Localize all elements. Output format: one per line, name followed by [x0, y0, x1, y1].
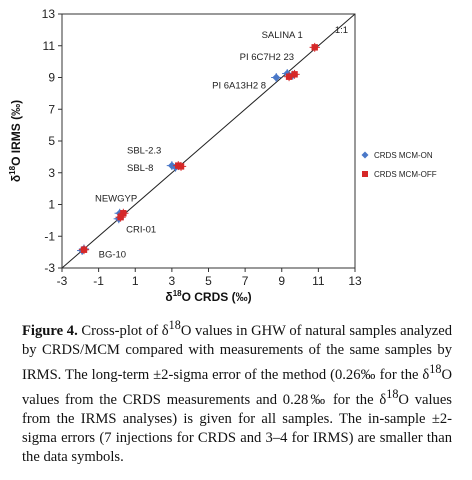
y-tick-label: -3	[44, 261, 55, 275]
x-tick-label: 5	[205, 274, 212, 288]
data-point-mcm-off	[117, 214, 124, 221]
legend: CRDS MCM-ON CRDS MCM-OFF	[361, 151, 437, 179]
y-tick-label: -1	[44, 229, 55, 243]
data-point-mcm-off	[120, 210, 127, 217]
data-point-mcm-off	[80, 246, 88, 253]
y-axis-title: δ18O IRMS (‰)	[8, 100, 23, 182]
data-point-mcm-off	[177, 163, 185, 170]
y-tick-label: 3	[48, 166, 55, 180]
x-tick-label: 7	[242, 274, 249, 288]
data-point-mcm-off	[311, 44, 318, 51]
y-tick-label: 11	[43, 39, 56, 53]
y-tick-label: 1	[48, 198, 55, 212]
caption-text-2: O values in GHW of natural samples analy…	[22, 322, 452, 383]
sample-label: SBL-2.3	[127, 146, 161, 157]
caption-sup-2: 18	[429, 361, 442, 376]
caption-text-4: O values from the IRMS analyses) is give…	[22, 391, 452, 465]
x-tick-label: 1	[132, 274, 139, 288]
sample-label: NEWGYP	[95, 193, 137, 204]
data-point-mcm-off	[291, 71, 298, 78]
sample-label: BG-10	[99, 250, 126, 261]
figure-caption: Figure 4. Cross-plot of δ18O values in G…	[22, 316, 452, 467]
sample-label: PI 6C7H2 23	[240, 52, 294, 63]
one-to-one-line	[61, 13, 356, 269]
x-tick-label: 13	[348, 274, 362, 288]
legend-label-mcm-on: CRDS MCM-ON	[374, 151, 433, 160]
caption-sup-1: 18	[168, 318, 181, 332]
caption-text-3: O values from the CRDS measurements and …	[22, 366, 452, 408]
x-tick-label: 9	[278, 274, 285, 288]
y-tick-label: 9	[48, 71, 55, 85]
sample-label: SBL-8	[127, 163, 153, 174]
x-tick-label: -1	[93, 274, 104, 288]
one-to-one-label: 1:1	[335, 25, 348, 36]
caption-sup-3: 18	[386, 386, 399, 401]
data-point-mcm-off	[285, 73, 293, 80]
y-tick-label: 13	[42, 7, 56, 21]
legend-marker-mcm-on	[361, 151, 369, 159]
sample-label: PI 6A13H2 8	[212, 81, 266, 92]
y-tick-label: 5	[48, 134, 55, 148]
data-point-mcm-on	[272, 73, 281, 82]
sample-label: SALINA 1	[262, 30, 303, 41]
legend-marker-mcm-off	[362, 171, 368, 177]
caption-text-1: Cross-plot of δ	[77, 322, 169, 339]
legend-label-mcm-off: CRDS MCM-OFF	[374, 170, 437, 179]
x-tick-label: 11	[312, 274, 325, 288]
x-tick-label: -3	[57, 274, 68, 288]
x-tick-label: 3	[169, 274, 176, 288]
figure-label: Figure 4.	[22, 322, 78, 339]
x-axis-title: δ18O CRDS (‰)	[165, 289, 251, 304]
y-tick-label: 7	[48, 102, 55, 116]
sample-label: CRI-01	[126, 224, 156, 235]
